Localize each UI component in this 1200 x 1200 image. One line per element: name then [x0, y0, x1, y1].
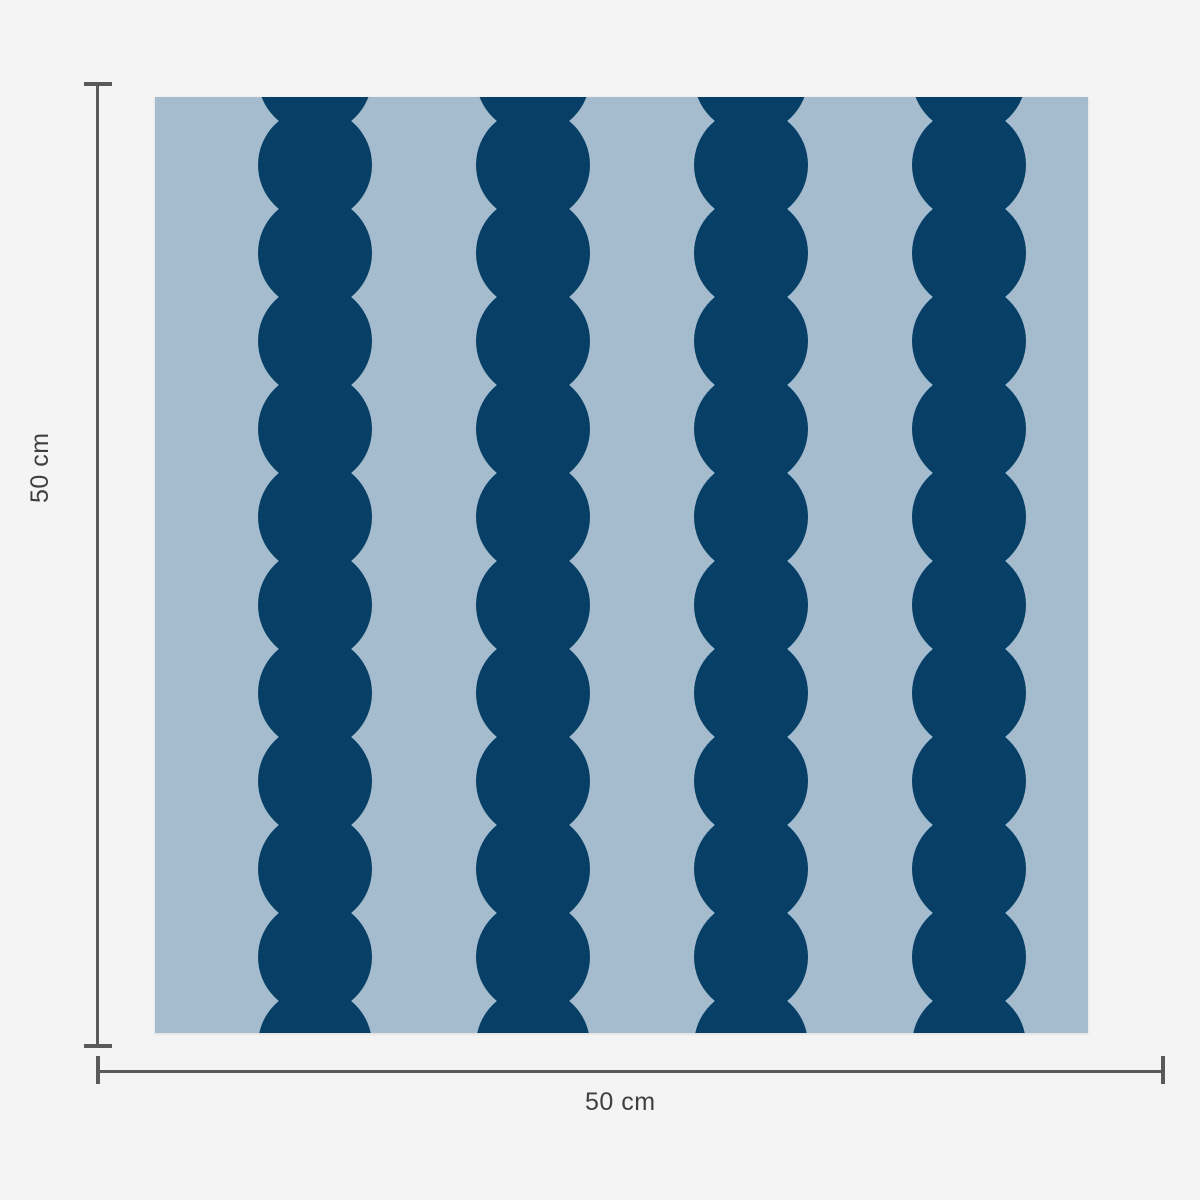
scallop-circle [258, 196, 372, 310]
scallop-circle [912, 460, 1026, 574]
scallop-pattern-graphic [155, 97, 1088, 1033]
pattern-circles [258, 97, 1026, 1033]
vertical-dimension-tick-top [84, 82, 112, 86]
vertical-dimension-tick-bottom [84, 1044, 112, 1048]
scallop-circle [912, 636, 1026, 750]
scallop-circle [476, 460, 590, 574]
scallop-circle [694, 196, 808, 310]
scallop-circle [913, 988, 1025, 1033]
scallop-circle [477, 988, 589, 1033]
fabric-swatch [155, 97, 1088, 1033]
scallop-circle [476, 372, 590, 486]
scallop-circle [912, 108, 1026, 222]
scallop-circle [258, 460, 372, 574]
vertical-dimension-line [96, 84, 99, 1046]
scallop-circle [694, 812, 808, 926]
scallop-circle [694, 548, 808, 662]
scallop-circle [912, 900, 1026, 1014]
scallop-circle [258, 108, 372, 222]
scallop-circle [476, 284, 590, 398]
scallop-circle [476, 548, 590, 662]
vertical-dimension-label: 50 cm [26, 432, 54, 503]
scallop-circle [694, 724, 808, 838]
scallop-circle [912, 372, 1026, 486]
horizontal-dimension-tick-left [96, 1056, 100, 1084]
scallop-circle [912, 812, 1026, 926]
scallop-circle [258, 812, 372, 926]
horizontal-dimension-label: 50 cm [585, 1088, 656, 1116]
scallop-circle [694, 372, 808, 486]
scallop-circle [476, 636, 590, 750]
scallop-circle [258, 548, 372, 662]
scallop-circle [695, 988, 807, 1033]
horizontal-dimension-tick-right [1161, 1056, 1165, 1084]
scallop-circle [258, 636, 372, 750]
horizontal-dimension-line [98, 1070, 1163, 1073]
scallop-circle [476, 900, 590, 1014]
scallop-circle [912, 548, 1026, 662]
scallop-circle [694, 284, 808, 398]
scallop-circle [258, 724, 372, 838]
scallop-circle [476, 196, 590, 310]
scallop-circle [258, 900, 372, 1014]
scallop-circle [476, 108, 590, 222]
scallop-circle [258, 284, 372, 398]
scallop-circle [912, 284, 1026, 398]
scallop-circle [694, 108, 808, 222]
scallop-circle [258, 372, 372, 486]
scallop-circle [912, 196, 1026, 310]
scallop-circle [912, 724, 1026, 838]
scallop-circle [476, 724, 590, 838]
scallop-circle [476, 812, 590, 926]
scallop-circle [694, 900, 808, 1014]
scallop-circle [694, 460, 808, 574]
scallop-circle [259, 988, 371, 1033]
scallop-circle [694, 636, 808, 750]
